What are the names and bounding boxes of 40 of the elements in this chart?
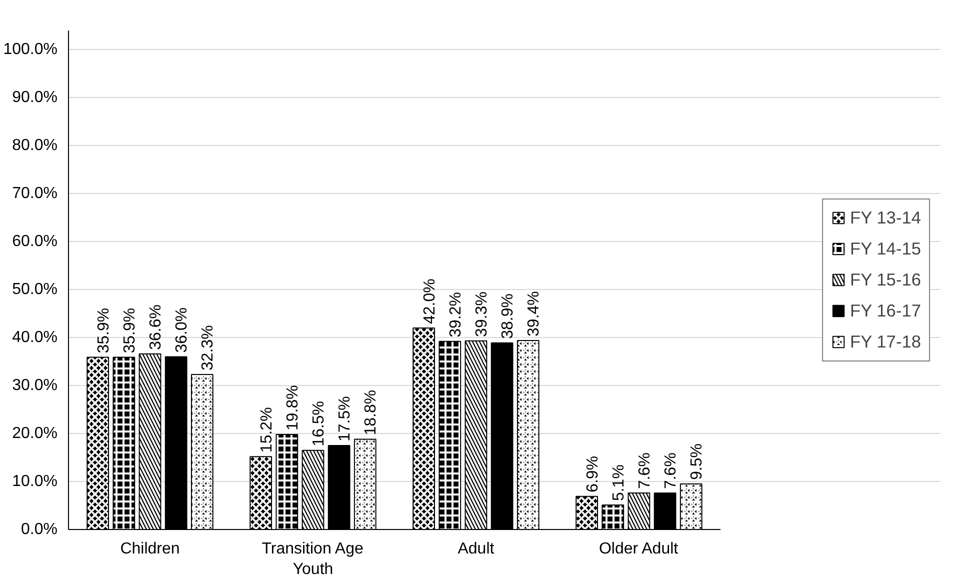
text: 32.3% bbox=[200, 325, 217, 371]
x-tick-label: Adult bbox=[458, 540, 495, 558]
text: 35.9% bbox=[95, 308, 112, 354]
legend-label: FY 13-14 bbox=[850, 207, 921, 228]
text: 17.5% bbox=[336, 396, 354, 442]
legend-label: FY 17-18 bbox=[850, 331, 921, 352]
text: 7.6% bbox=[662, 452, 680, 490]
y-tick-label: 80.0% bbox=[12, 137, 58, 154]
text: 15.2% bbox=[258, 407, 276, 453]
text: 39.4% bbox=[526, 291, 543, 336]
text: 42.0% bbox=[421, 278, 438, 324]
legend-label: FY 16-17 bbox=[850, 300, 921, 321]
text: 36.0% bbox=[174, 307, 191, 353]
y-tick-label: 30.0% bbox=[12, 377, 58, 394]
y-tick-label: 40.0% bbox=[12, 329, 58, 346]
y-tick-label: 50.0% bbox=[12, 281, 58, 298]
text: 36.6% bbox=[147, 304, 164, 350]
text: 18.8% bbox=[362, 390, 380, 436]
y-tick-label: 60.0% bbox=[12, 233, 58, 250]
y-tick-label: 20.0% bbox=[12, 425, 58, 442]
legend-label: FY 15-16 bbox=[850, 269, 921, 290]
text: 5.1% bbox=[610, 464, 628, 502]
text: 6.9% bbox=[584, 456, 602, 492]
y-tick-label: 0.0% bbox=[21, 521, 58, 538]
text: 16.5% bbox=[310, 400, 328, 446]
text: 39.3% bbox=[473, 292, 490, 337]
x-tick-label: Transition Age Youth bbox=[262, 540, 364, 578]
x-tick-label: Children bbox=[120, 540, 180, 558]
y-tick-label: 10.0% bbox=[12, 473, 58, 490]
text: 19.8% bbox=[284, 385, 302, 430]
text: 35.9% bbox=[121, 308, 138, 354]
text: 9.5% bbox=[688, 443, 706, 480]
text: 38.9% bbox=[500, 293, 517, 339]
x-tick-label: Older Adult bbox=[598, 540, 679, 558]
y-tick-label: 90.0% bbox=[12, 89, 58, 106]
y-tick-label: 70.0% bbox=[12, 185, 58, 202]
text: 39.2% bbox=[447, 292, 464, 338]
y-tick-label: 100.0% bbox=[3, 41, 58, 58]
text: 7.6% bbox=[636, 452, 654, 490]
legend-label: FY 14-15 bbox=[850, 238, 921, 259]
